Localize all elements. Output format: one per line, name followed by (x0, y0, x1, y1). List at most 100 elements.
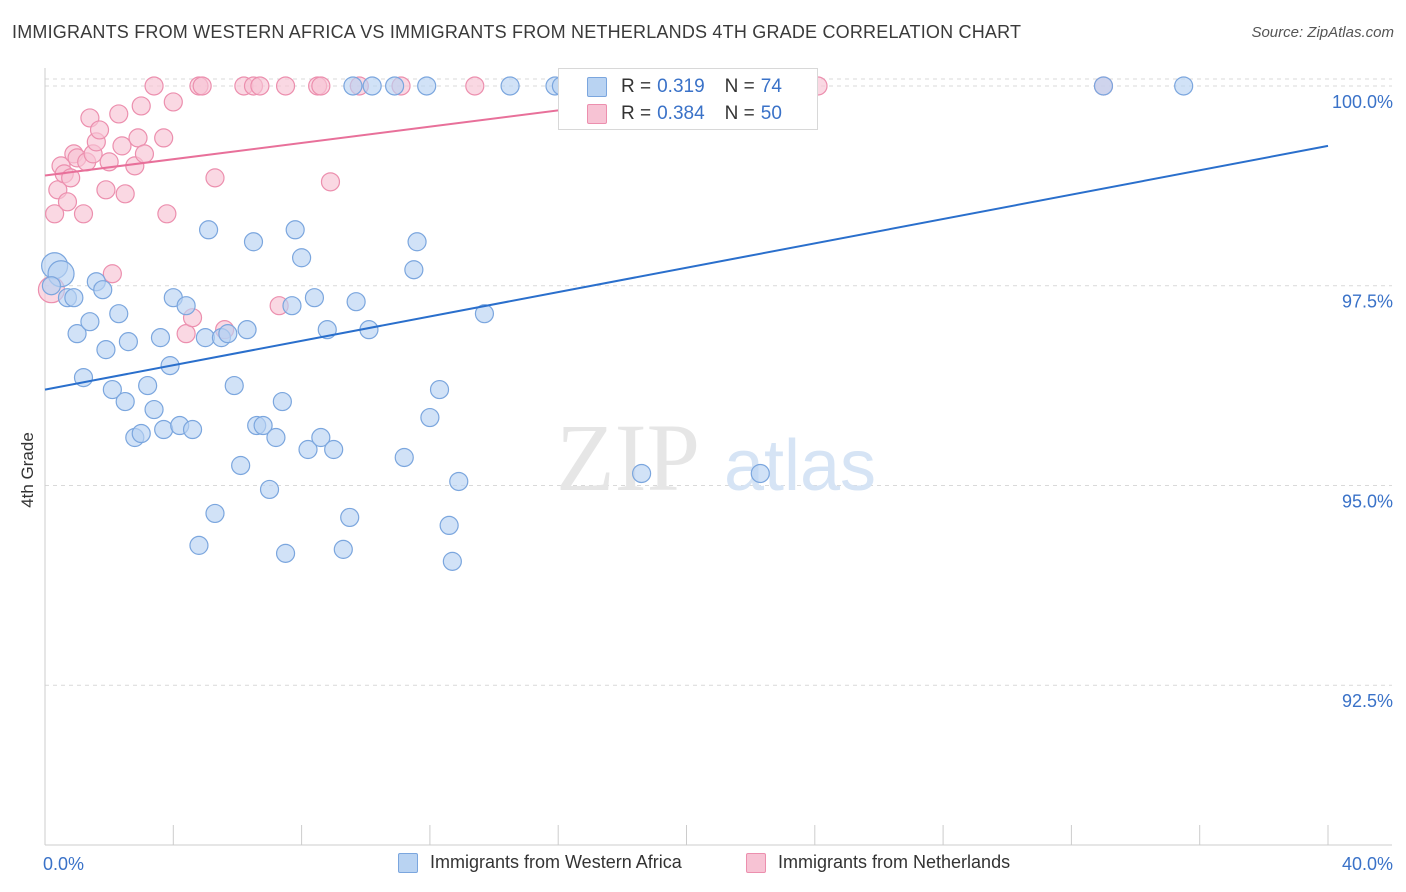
correlation-legend: R = 0.319 N = 74 R = 0.384 N = 50 (558, 68, 818, 130)
western-africa-point (750, 463, 770, 484)
bottom-legend-swatch-blue (398, 852, 418, 873)
western-africa-point (109, 304, 129, 324)
axes (44, 68, 1392, 846)
western-africa-point (362, 76, 382, 96)
bottom-legend-label: Immigrants from Netherlands (778, 852, 1011, 872)
western-africa-point (340, 507, 360, 528)
legend-row-western-africa: R = 0.319 N = 74 (559, 74, 802, 100)
western-africa-point (154, 419, 174, 440)
western-africa-point (67, 324, 87, 344)
chart-title: IMMIGRANTS FROM WESTERN AFRICA VS IMMIGR… (12, 22, 1022, 42)
netherlands-point (176, 324, 196, 344)
legend-row-netherlands: R = 0.384 N = 50 (559, 101, 802, 127)
netherlands-point (205, 168, 225, 188)
tick-labels: 92.5% 95.0% 97.5% 100.0% 0.0% 40.0% (43, 92, 1393, 874)
western-africa-point (385, 76, 405, 96)
western-africa-point (243, 232, 264, 252)
western-africa-point (266, 427, 286, 448)
western-africa-point (304, 288, 325, 308)
legend-n-value: 74 (760, 76, 782, 97)
western-africa-point (275, 543, 296, 563)
netherlands-point (89, 120, 110, 140)
western-africa-point (324, 439, 344, 460)
western-africa-point (93, 280, 113, 300)
legend-swatch-pink (587, 104, 607, 124)
bottom-legend-netherlands: Immigrants from Netherlands (746, 852, 1010, 873)
western-africa-point (41, 276, 62, 296)
netherlands-point (134, 144, 155, 164)
western-africa-point (224, 375, 244, 396)
western-africa-point (282, 296, 302, 316)
bottom-legend-swatch-pink (746, 852, 766, 873)
western-africa-point (259, 479, 280, 500)
gridlines (45, 78, 1392, 686)
netherlands-point (112, 136, 132, 156)
western-africa-point (138, 375, 158, 396)
netherlands-point (131, 96, 151, 116)
netherlands-point (154, 128, 174, 148)
western-africa-point (420, 407, 440, 428)
western-africa-point (231, 455, 251, 476)
y-tick-label: 100.0% (1332, 92, 1393, 112)
western-africa-point (80, 312, 100, 332)
western-africa-point (417, 76, 437, 96)
netherlands-point (157, 204, 177, 224)
legend-swatch-blue (587, 77, 607, 97)
netherlands-point (45, 204, 65, 224)
western-africa-point (343, 76, 363, 96)
western-africa-point (176, 296, 196, 316)
western-africa-point (182, 419, 203, 440)
trend-lines (44, 84, 1329, 391)
netherlands-point (320, 172, 341, 192)
western-africa-point (237, 320, 257, 340)
western-africa-point (311, 427, 331, 448)
western-africa-point (131, 423, 151, 444)
western-africa-point (272, 391, 292, 412)
western-africa-point (102, 379, 122, 400)
western-africa-point (449, 471, 469, 492)
western-africa-point (474, 304, 495, 324)
legend-n-label: N = (724, 76, 755, 97)
legend-r-value: 0.319 (657, 76, 705, 97)
netherlands-point (275, 76, 296, 96)
western-africa-point (144, 399, 164, 420)
x-tick-label: 0.0% (43, 854, 84, 874)
western-africa-point (195, 328, 215, 348)
netherlands-point (144, 76, 164, 96)
western-africa-point (442, 551, 462, 571)
watermark-zip: ZIP (556, 404, 700, 511)
netherlands-point (109, 104, 129, 124)
western-africa-points (41, 76, 1194, 571)
netherlands-point (115, 184, 135, 204)
y-tick-label: 97.5% (1342, 292, 1393, 312)
legend-r-label: R = (621, 76, 652, 97)
western-africa-point (1174, 76, 1194, 96)
netherlands-points (37, 76, 1114, 344)
western-africa-point (394, 447, 414, 468)
legend-r-label: R = (621, 103, 652, 124)
western-africa-point (407, 232, 427, 252)
watermark-atlas: atlas (724, 426, 876, 506)
western-africa-point (292, 248, 312, 268)
netherlands-point (96, 180, 116, 200)
source-label: Source: ZipAtlas.com (1251, 24, 1394, 41)
western-africa-point (118, 332, 138, 352)
netherlands-point (311, 76, 331, 96)
western-africa-point (253, 415, 273, 436)
y-tick-label: 92.5% (1342, 691, 1393, 711)
bottom-legend-label: Immigrants from Western Africa (430, 852, 682, 872)
y-tick-label: 95.0% (1342, 491, 1393, 511)
western-africa-point (439, 515, 459, 536)
western-africa-point (150, 328, 171, 348)
western-africa-point (115, 391, 135, 412)
western-africa-point (429, 379, 450, 400)
western-africa-point (205, 503, 225, 524)
western-africa-point (404, 260, 424, 280)
netherlands-point (465, 76, 485, 96)
western-africa-point (285, 220, 305, 240)
western-africa-point (1093, 76, 1114, 96)
legend-r-value: 0.384 (657, 103, 705, 124)
legend-n-value: 50 (760, 103, 782, 124)
western-africa-point (96, 340, 116, 360)
